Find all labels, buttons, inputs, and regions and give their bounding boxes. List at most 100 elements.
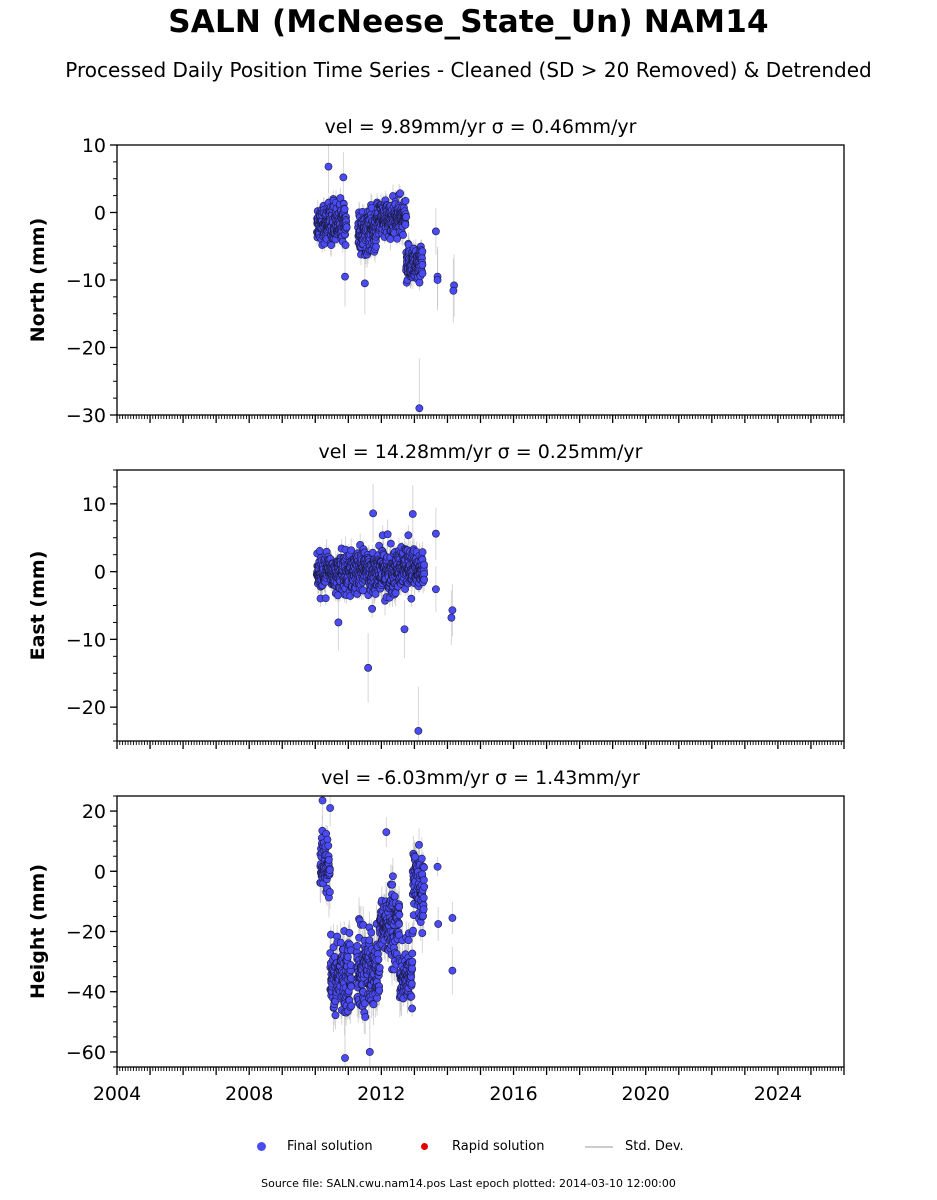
data-point bbox=[399, 231, 407, 239]
data-point bbox=[431, 529, 440, 538]
data-point bbox=[324, 162, 333, 171]
panel-title: vel = 14.28mm/yr σ = 0.25mm/yr bbox=[319, 441, 643, 463]
axes-frame bbox=[116, 469, 845, 742]
data-point bbox=[336, 938, 345, 947]
data-point bbox=[401, 196, 410, 205]
y-tick-label: −20 bbox=[66, 697, 106, 719]
data-point bbox=[415, 840, 423, 849]
y-tick-label: −30 bbox=[66, 405, 106, 427]
data-point bbox=[420, 560, 428, 569]
data-point bbox=[418, 247, 427, 256]
data-point bbox=[340, 205, 349, 214]
data-point bbox=[431, 227, 440, 236]
data-point bbox=[347, 982, 356, 991]
data-point bbox=[341, 272, 349, 281]
data-point bbox=[383, 530, 392, 539]
data-point bbox=[367, 928, 376, 937]
data-point bbox=[365, 936, 374, 945]
data-point bbox=[386, 539, 395, 548]
data-point bbox=[321, 594, 330, 603]
data-point bbox=[325, 865, 334, 874]
data-point bbox=[375, 963, 384, 972]
time-series-plots: vel = 9.89mm/yr σ = 0.46mm/yr North (mm) 1… bbox=[27, 116, 845, 1105]
data-point bbox=[407, 992, 416, 1001]
data-point bbox=[407, 594, 416, 603]
data-point bbox=[361, 1013, 370, 1021]
data-point bbox=[343, 953, 352, 961]
data-point bbox=[415, 404, 424, 413]
data-point bbox=[315, 547, 324, 555]
data-point bbox=[324, 841, 333, 850]
data-point bbox=[325, 888, 334, 896]
data-point bbox=[415, 278, 424, 287]
data-point bbox=[404, 531, 413, 540]
data-point bbox=[353, 941, 362, 950]
data-point bbox=[347, 546, 356, 555]
y-tick-label: −20 bbox=[66, 338, 106, 360]
panel-east: vel = 14.28mm/yr σ = 0.25mm/yr East (mm) 1… bbox=[27, 441, 845, 749]
data-point bbox=[447, 613, 456, 622]
y-tick-label: 0 bbox=[94, 562, 106, 584]
data-point bbox=[414, 726, 423, 735]
data-area bbox=[312, 484, 457, 741]
data-point bbox=[401, 220, 410, 229]
data-point bbox=[375, 986, 384, 995]
data-point bbox=[408, 957, 417, 966]
y-tick-label: 10 bbox=[82, 494, 106, 516]
data-point bbox=[391, 589, 400, 597]
data-point bbox=[364, 663, 373, 672]
panel-title: vel = 9.89mm/yr σ = 0.46mm/yr bbox=[325, 116, 637, 138]
data-point bbox=[400, 625, 409, 634]
data-point bbox=[334, 618, 343, 627]
data-point bbox=[393, 234, 402, 243]
data-point bbox=[433, 276, 442, 284]
data-point bbox=[372, 242, 380, 251]
data-point bbox=[431, 585, 440, 594]
data-point bbox=[404, 936, 413, 945]
y-tick-label: −10 bbox=[66, 270, 106, 292]
y-tick-label: −10 bbox=[66, 629, 106, 651]
data-point bbox=[342, 223, 351, 232]
data-point bbox=[395, 910, 404, 919]
data-point bbox=[371, 590, 380, 598]
data-point bbox=[374, 955, 383, 964]
axes-frame bbox=[116, 144, 845, 416]
y-tick-label: 0 bbox=[94, 203, 106, 225]
data-point bbox=[390, 892, 399, 901]
data-point bbox=[407, 979, 416, 988]
data-point bbox=[417, 854, 426, 863]
y-tick-label: 10 bbox=[82, 135, 106, 157]
data-point bbox=[333, 591, 342, 600]
data-point bbox=[331, 1011, 340, 1020]
data-point bbox=[347, 1001, 356, 1010]
data-point bbox=[324, 855, 333, 864]
y-axis-label: East (mm) bbox=[27, 551, 49, 661]
data-point bbox=[369, 509, 378, 518]
data-point bbox=[408, 1004, 416, 1013]
data-point bbox=[408, 949, 417, 958]
panel-north: vel = 9.89mm/yr σ = 0.46mm/yr North (mm) 1… bbox=[27, 116, 845, 427]
data-point bbox=[418, 261, 427, 269]
y-axis-label: North (mm) bbox=[27, 218, 49, 343]
data-point bbox=[402, 213, 411, 221]
data-point bbox=[389, 872, 397, 881]
data-point bbox=[369, 1000, 378, 1009]
data-point bbox=[418, 548, 427, 557]
data-point bbox=[395, 920, 403, 929]
data-point bbox=[420, 575, 429, 584]
data-point bbox=[448, 606, 457, 615]
data-point bbox=[449, 286, 458, 295]
data-point bbox=[418, 269, 427, 278]
data-point bbox=[395, 902, 404, 911]
subtitle: Processed Daily Position Time Series - C… bbox=[65, 58, 872, 82]
data-area bbox=[316, 796, 457, 1067]
data-point bbox=[408, 964, 416, 973]
data-point bbox=[368, 604, 377, 613]
data-point bbox=[396, 189, 404, 198]
data-area bbox=[313, 145, 458, 415]
data-point bbox=[341, 241, 350, 250]
main-title: SALN (McNeese_State_Un) NAM14 bbox=[168, 4, 769, 40]
data-point bbox=[345, 929, 354, 937]
data-point bbox=[388, 880, 397, 889]
